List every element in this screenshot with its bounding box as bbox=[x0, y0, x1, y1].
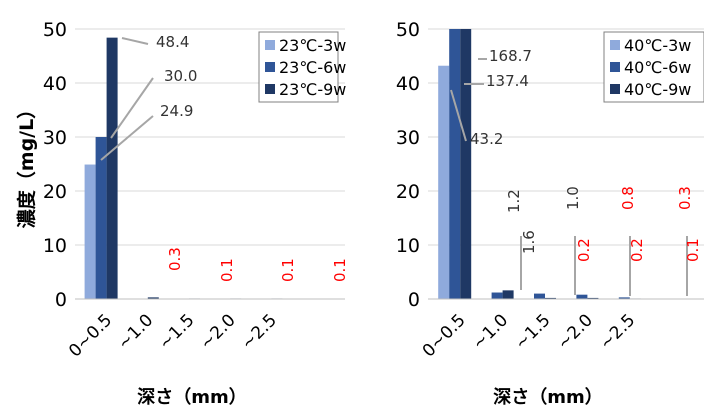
data-label: 137.4 bbox=[486, 72, 529, 90]
x-tick-label: ~1.5 bbox=[155, 310, 198, 353]
legend-entry: 40℃-9w bbox=[624, 80, 691, 99]
data-label: 0.8 bbox=[619, 186, 637, 210]
bar bbox=[491, 292, 503, 299]
legend-entry: 23℃-3w bbox=[279, 36, 346, 55]
leader-line bbox=[450, 89, 467, 142]
y-tick-label: 30 bbox=[43, 127, 67, 149]
bar bbox=[84, 164, 96, 299]
leader-line bbox=[110, 77, 154, 139]
y-tick-label: 20 bbox=[43, 181, 67, 203]
legend-entry: 23℃-9w bbox=[279, 80, 346, 99]
legend-swatch bbox=[265, 40, 275, 50]
x-tick-label: ~1.0 bbox=[469, 310, 512, 353]
legend-box bbox=[603, 31, 704, 103]
bar bbox=[576, 294, 588, 299]
data-label: 1.0 bbox=[564, 186, 582, 210]
x-tick-label: ~2.0 bbox=[554, 310, 597, 353]
legend-entry: 23℃-6w bbox=[279, 58, 346, 77]
bar bbox=[147, 297, 159, 299]
y-tick-label: 50 bbox=[43, 19, 67, 41]
data-label: 43.2 bbox=[470, 130, 503, 148]
data-label: 0.1 bbox=[684, 238, 702, 262]
data-label: 0.3 bbox=[676, 186, 694, 210]
bar bbox=[460, 29, 472, 299]
x-tick-label: ~2.5 bbox=[596, 310, 639, 353]
data-label: 0.1 bbox=[331, 258, 349, 282]
bar bbox=[502, 290, 514, 299]
data-label: 0.1 bbox=[218, 258, 236, 282]
legend-swatch bbox=[265, 84, 275, 94]
y-axis-title: 濃度（mg/L） bbox=[15, 100, 38, 228]
y-tick-label: 0 bbox=[408, 289, 420, 311]
x-tick-label: ~1.0 bbox=[114, 310, 157, 353]
y-tick-label: 20 bbox=[396, 181, 420, 203]
legend-entry: 40℃-6w bbox=[624, 58, 691, 77]
legend-entry: 40℃-3w bbox=[624, 36, 691, 55]
chart-panel-2: 0 10 20 30 40 50 0~0.5 ~1.0 ~1.5 ~2.0 ~2.5 深さ（mm） 16… bbox=[396, 19, 704, 408]
x-tick-label: ~1.5 bbox=[511, 310, 554, 353]
y-tick-label: 50 bbox=[396, 19, 420, 41]
legend-swatch bbox=[610, 84, 620, 94]
data-label: 168.7 bbox=[489, 47, 532, 65]
data-label: 1.2 bbox=[505, 189, 523, 213]
data-label: 1.6 bbox=[520, 230, 538, 254]
data-label: 0.2 bbox=[575, 238, 593, 262]
data-label: 0.2 bbox=[628, 238, 646, 262]
x-tick-label: ~2.5 bbox=[238, 310, 281, 353]
data-label: 48.4 bbox=[156, 33, 189, 51]
chart-panel-1: 0 10 20 30 40 50 0~0.5~1.0~1.5~2.0~2.5 深さ（mm） 濃度… bbox=[15, 19, 349, 408]
y-tick-label: 10 bbox=[396, 235, 420, 257]
bar bbox=[534, 293, 545, 299]
y-tick-label: 40 bbox=[43, 73, 67, 95]
bar bbox=[438, 65, 450, 299]
bar bbox=[95, 137, 107, 299]
leader-line bbox=[121, 37, 149, 45]
legend: 23℃-3w 23℃-6w 23℃-9w bbox=[258, 31, 346, 103]
y-tick-label: 40 bbox=[396, 73, 420, 95]
data-label: 0.1 bbox=[279, 258, 297, 282]
bar bbox=[545, 297, 556, 299]
y-tick-label: 0 bbox=[55, 289, 67, 311]
data-label: 0.3 bbox=[166, 247, 184, 271]
data-label: 24.9 bbox=[160, 102, 193, 120]
legend: 40℃-3w 40℃-6w 40℃-9w bbox=[603, 31, 704, 103]
legend-swatch bbox=[610, 40, 620, 50]
legend-swatch bbox=[265, 62, 275, 72]
leader-line bbox=[100, 115, 154, 161]
x-axis-title: 深さ（mm） bbox=[493, 386, 603, 408]
x-tick-label: 0~0.5 bbox=[65, 310, 116, 361]
data-label: 30.0 bbox=[164, 67, 197, 85]
y-tick-label: 10 bbox=[43, 235, 67, 257]
bar bbox=[106, 37, 118, 299]
bar bbox=[618, 297, 630, 299]
bar bbox=[587, 297, 599, 299]
y-tick-label: 30 bbox=[396, 127, 420, 149]
x-axis-title: 深さ（mm） bbox=[137, 386, 247, 408]
x-tick-label: 0~0.5 bbox=[419, 310, 470, 361]
x-tick-label: ~2.0 bbox=[196, 310, 239, 353]
bar bbox=[449, 29, 461, 299]
legend-swatch bbox=[610, 62, 620, 72]
